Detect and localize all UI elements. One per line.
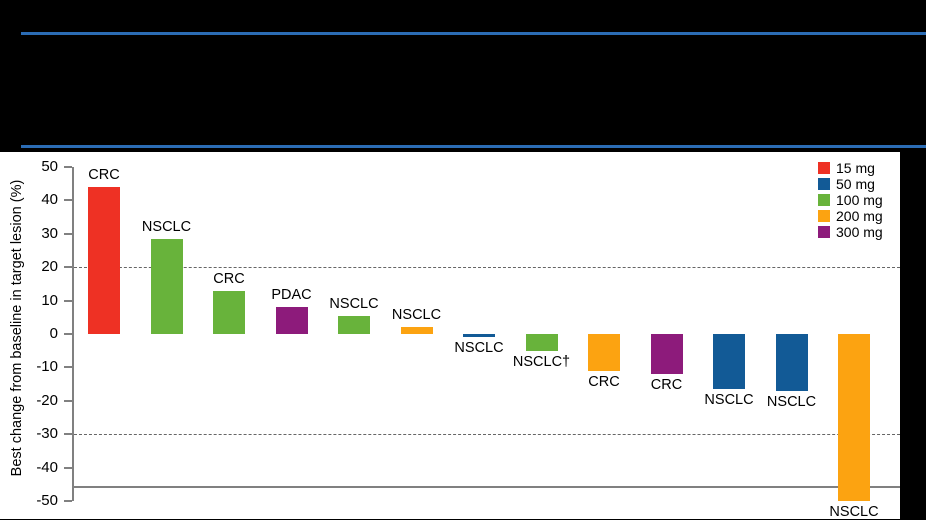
legend-swatch-icon — [818, 225, 830, 238]
header-rule-top — [21, 32, 926, 35]
y-tick-label: -10 — [36, 358, 58, 376]
bar-label: NSCLC — [766, 393, 817, 410]
y-tick-mark — [64, 199, 72, 202]
y-tick-mark — [64, 266, 72, 269]
y-tick-mark — [64, 433, 72, 436]
bar-label: CRC — [650, 377, 683, 394]
header-rule-bottom — [21, 145, 926, 148]
legend-label: 100 mg — [836, 191, 883, 208]
bar-label: CRC — [588, 373, 620, 390]
bar-label: CRC — [213, 270, 245, 287]
y-tick-mark — [64, 166, 72, 168]
y-tick-mark — [64, 500, 72, 502]
bar-300mg-3[interactable] — [275, 307, 308, 334]
legend-swatch-icon — [818, 193, 830, 206]
bar-15mg-0[interactable] — [88, 187, 120, 334]
legend-item-200mg[interactable]: 200 mg — [818, 208, 918, 224]
bar-100mg-2[interactable] — [213, 290, 245, 334]
bar-200mg-12[interactable] — [838, 334, 870, 501]
y-tick-label: 10 — [41, 291, 58, 309]
bar-label: NSCLC — [141, 218, 192, 235]
legend-swatch-icon — [818, 161, 830, 174]
legend-label: 200 mg — [836, 207, 883, 224]
bar-100mg-1[interactable] — [150, 238, 183, 334]
right-margin-fill — [900, 152, 926, 519]
bar-200mg-8[interactable] — [588, 334, 620, 371]
bar-label: CRC — [88, 167, 120, 184]
y-tick-label: 40 — [41, 191, 58, 209]
bar-label: NSCLC — [329, 295, 379, 312]
y-tick-mark — [64, 466, 72, 469]
reference-line — [74, 434, 900, 436]
legend-swatch-icon — [818, 177, 830, 190]
header-band — [0, 0, 926, 152]
bar-100mg-4[interactable] — [338, 315, 370, 334]
bar-label: NSCLC — [829, 504, 879, 520]
y-tick-mark — [64, 366, 72, 369]
legend-label: 300 mg — [836, 223, 883, 240]
bar-label: NSCLC — [391, 307, 442, 324]
legend-item-300mg[interactable]: 300 mg — [818, 224, 918, 240]
y-tick-label: -20 — [36, 391, 58, 409]
reference-line — [74, 267, 900, 269]
bar-50mg-11[interactable] — [775, 334, 808, 391]
y-tick-mark — [64, 232, 72, 235]
legend-item-15mg[interactable]: 15 mg — [818, 160, 918, 176]
waterfall-chart-panel: Best change from baseline in target lesi… — [0, 152, 900, 520]
y-tick-label: -40 — [36, 458, 58, 476]
bar-300mg-9[interactable] — [650, 334, 683, 375]
y-tick-label: -50 — [36, 492, 58, 509]
bar-50mg-10[interactable] — [713, 334, 745, 390]
bar-label: NSCLC† — [512, 353, 571, 370]
legend-item-100mg[interactable]: 100 mg — [818, 192, 918, 208]
y-tick-mark — [64, 333, 72, 335]
y-tick-label: 0 — [49, 325, 58, 342]
bar-label: PDAC — [271, 287, 312, 304]
y-tick-label: 20 — [41, 258, 58, 276]
y-tick-mark — [64, 399, 72, 402]
y-tick-label: -30 — [36, 425, 58, 443]
bar-50mg-6[interactable] — [463, 334, 495, 338]
bar-200mg-5[interactable] — [400, 327, 433, 334]
legend-item-50mg[interactable]: 50 mg — [818, 176, 918, 192]
bar-100mg-7[interactable] — [525, 334, 558, 351]
bar-label: NSCLC — [454, 340, 504, 357]
legend-label: 15 mg — [836, 159, 875, 176]
legend-label: 50 mg — [836, 175, 875, 192]
y-tick-mark — [64, 299, 72, 302]
legend-swatch-icon — [818, 209, 830, 222]
y-axis-line — [72, 167, 74, 501]
legend: 15 mg 50 mg 100 mg 200 mg 300 mg — [818, 160, 918, 240]
y-tick-label: 50 — [41, 158, 58, 175]
zero-baseline — [72, 486, 900, 488]
y-tick-label: 30 — [41, 224, 58, 242]
bar-label: NSCLC — [704, 392, 754, 409]
